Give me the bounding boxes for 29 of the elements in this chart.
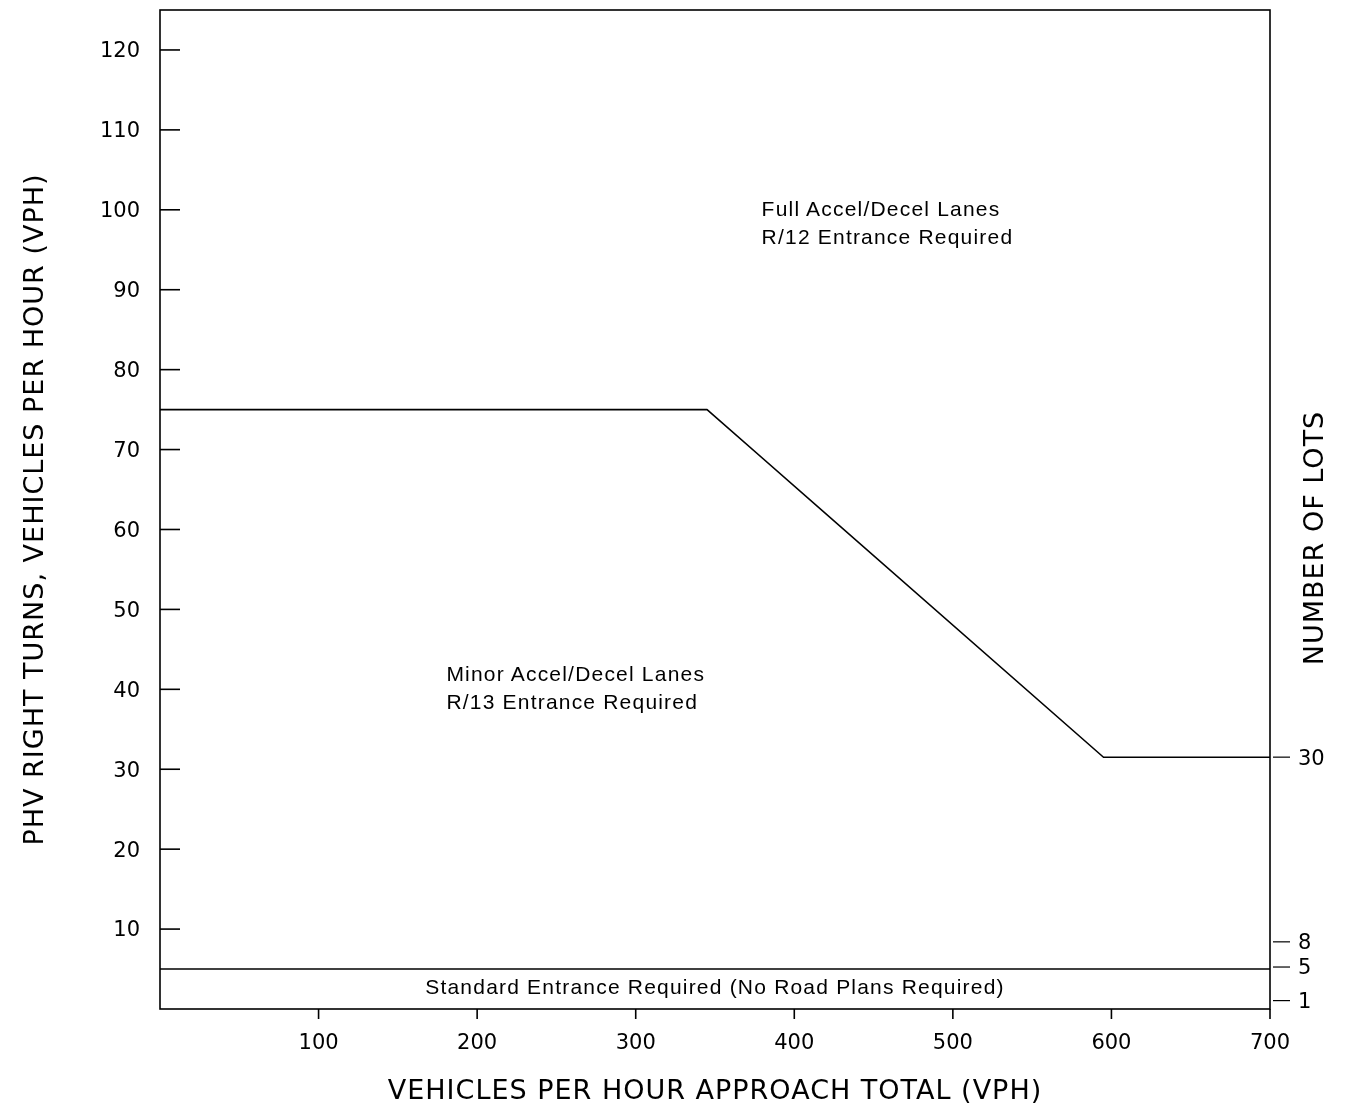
y-tick-label: 90 bbox=[113, 278, 140, 303]
y-tick-label: 50 bbox=[113, 597, 140, 622]
y2-tick-label: 5 bbox=[1298, 955, 1312, 980]
y2-axis-title: NUMBER OF LOTS bbox=[1298, 410, 1329, 666]
y-tick-label: 80 bbox=[113, 357, 140, 382]
y-tick-label: 70 bbox=[113, 437, 140, 462]
y-tick-label: 120 bbox=[99, 38, 140, 63]
x-tick-label: 500 bbox=[932, 1030, 973, 1054]
x-tick-label: 700 bbox=[1249, 1030, 1291, 1054]
y-axis-title: PHV RIGHT TURNS, VEHICLES PER HOUR (VPH) bbox=[18, 173, 49, 846]
y2-tick-label: 30 bbox=[1298, 745, 1325, 770]
y-tick-label: 40 bbox=[113, 677, 140, 702]
y-tick-label: 60 bbox=[113, 517, 140, 542]
y-tick-label: 100 bbox=[99, 198, 140, 223]
y-tick-label: 30 bbox=[113, 757, 140, 782]
y2-tick-label: 8 bbox=[1298, 930, 1312, 955]
x-tick-label: 200 bbox=[457, 1030, 498, 1054]
y-tick-label: 110 bbox=[99, 118, 140, 143]
x-tick-label: 100 bbox=[298, 1030, 339, 1054]
x-tick-label: 600 bbox=[1091, 1030, 1132, 1054]
x-tick-label: 400 bbox=[774, 1030, 815, 1054]
y-tick-label: 20 bbox=[113, 837, 140, 862]
annotation: Full Accel/Decel Lanes R/12 Entrance Required bbox=[761, 196, 1014, 248]
x-axis-title: VEHICLES PER HOUR APPROACH TOTAL (VPH) bbox=[387, 1074, 1043, 1105]
y2-tick-label: 1 bbox=[1298, 988, 1312, 1013]
annotation: Standard Entrance Required (No Road Plans Required) bbox=[425, 975, 1005, 999]
x-tick-label: 300 bbox=[615, 1030, 656, 1054]
y-tick-label: 10 bbox=[113, 917, 140, 942]
annotation: Minor Accel/Decel Lanes R/13 Entrance Required bbox=[446, 662, 706, 714]
